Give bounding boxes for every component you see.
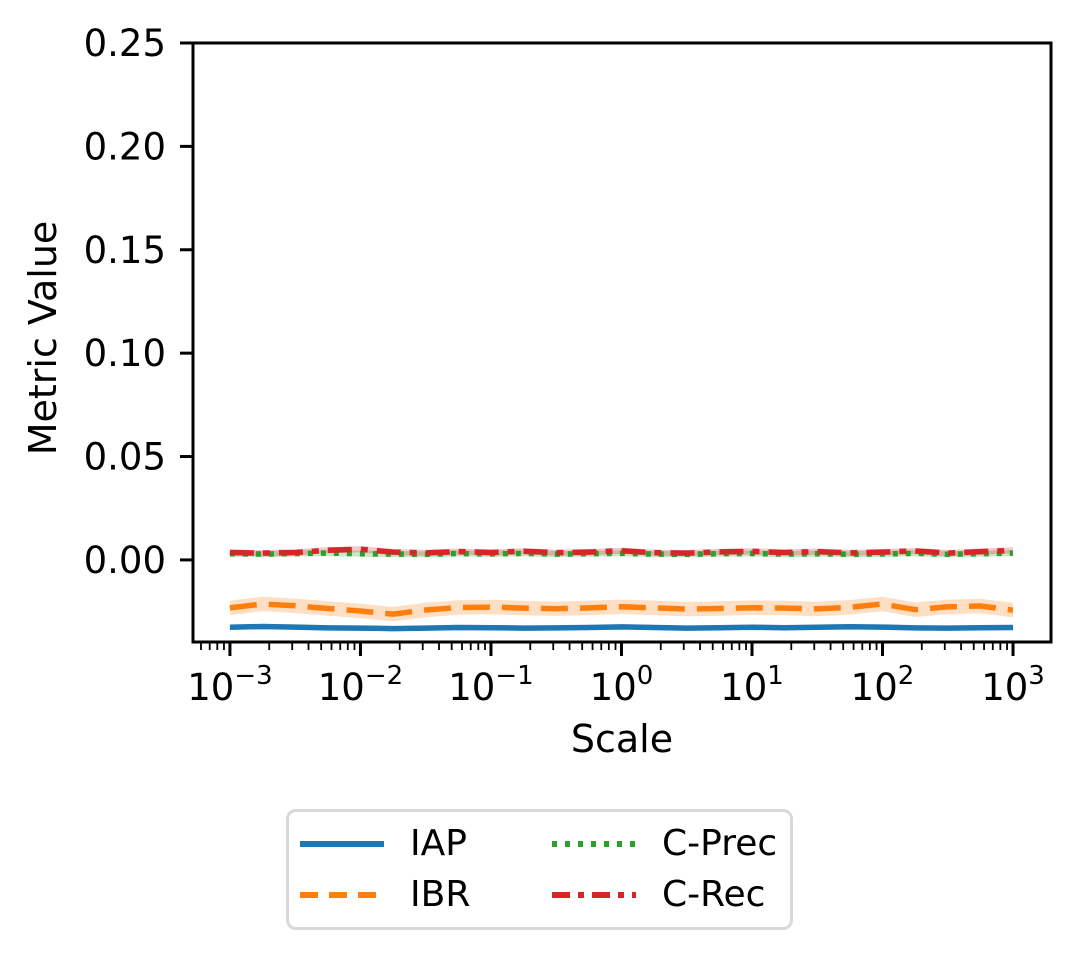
- series-line-iap: [229, 623, 1014, 632]
- series-line-c-rec: [229, 546, 1014, 556]
- x-tick-label: 101: [720, 661, 784, 709]
- c-prec-dotted-line-icon: [552, 840, 636, 847]
- x-axis-label: Scale: [570, 717, 674, 761]
- c-rec-dashdot-line-icon: [552, 892, 636, 899]
- y-tick-label: 0.25: [84, 22, 166, 65]
- x-tick-label: 102: [851, 661, 915, 709]
- x-tick-label: 10−1: [448, 661, 533, 709]
- y-tick-label: 0.10: [84, 332, 166, 375]
- x-tick-label: 10−2: [318, 661, 403, 709]
- y-axis-label: Metric Value: [21, 220, 65, 456]
- y-tick-label: 0.05: [84, 436, 166, 479]
- series-line-ibr: [229, 601, 1014, 617]
- y-tick-label: 0.20: [84, 125, 166, 168]
- legend-item-iap: IAP: [300, 822, 552, 864]
- legend-item-ibr: IBR: [300, 877, 552, 913]
- y-tick-label: 0.15: [84, 229, 166, 272]
- y-tick-label: 0.00: [84, 539, 166, 582]
- ibr-dashed-line-icon: [300, 892, 384, 899]
- legend-item-c-prec: C-Prec: [552, 822, 780, 864]
- iap-solid-line-icon: [300, 840, 384, 847]
- legend-label-iap: IAP: [410, 822, 467, 864]
- x-tick-label: 103: [981, 661, 1045, 709]
- legend-label-c-rec: C-Rec: [662, 874, 766, 916]
- x-tick-label: 100: [590, 661, 654, 709]
- legend-item-c-rec: C-Rec: [552, 877, 780, 913]
- legend: IAP IBR C-Prec C-Rec: [286, 809, 793, 930]
- legend-label-c-prec: C-Prec: [662, 822, 778, 864]
- x-tick-label: 10−3: [187, 661, 272, 709]
- legend-label-ibr: IBR: [410, 874, 471, 916]
